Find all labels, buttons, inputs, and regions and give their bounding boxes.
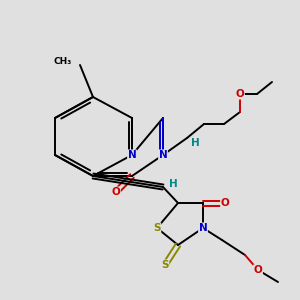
Text: N: N [159,150,167,160]
Text: S: S [161,260,169,270]
Text: CH₃: CH₃ [54,58,72,67]
Text: O: O [236,89,244,99]
Text: N: N [199,223,207,233]
Text: O: O [112,187,120,197]
Text: O: O [254,265,262,275]
Text: N: N [128,150,136,160]
Text: O: O [220,198,230,208]
Text: H: H [190,138,200,148]
Text: H: H [169,179,177,189]
Text: S: S [153,223,161,233]
